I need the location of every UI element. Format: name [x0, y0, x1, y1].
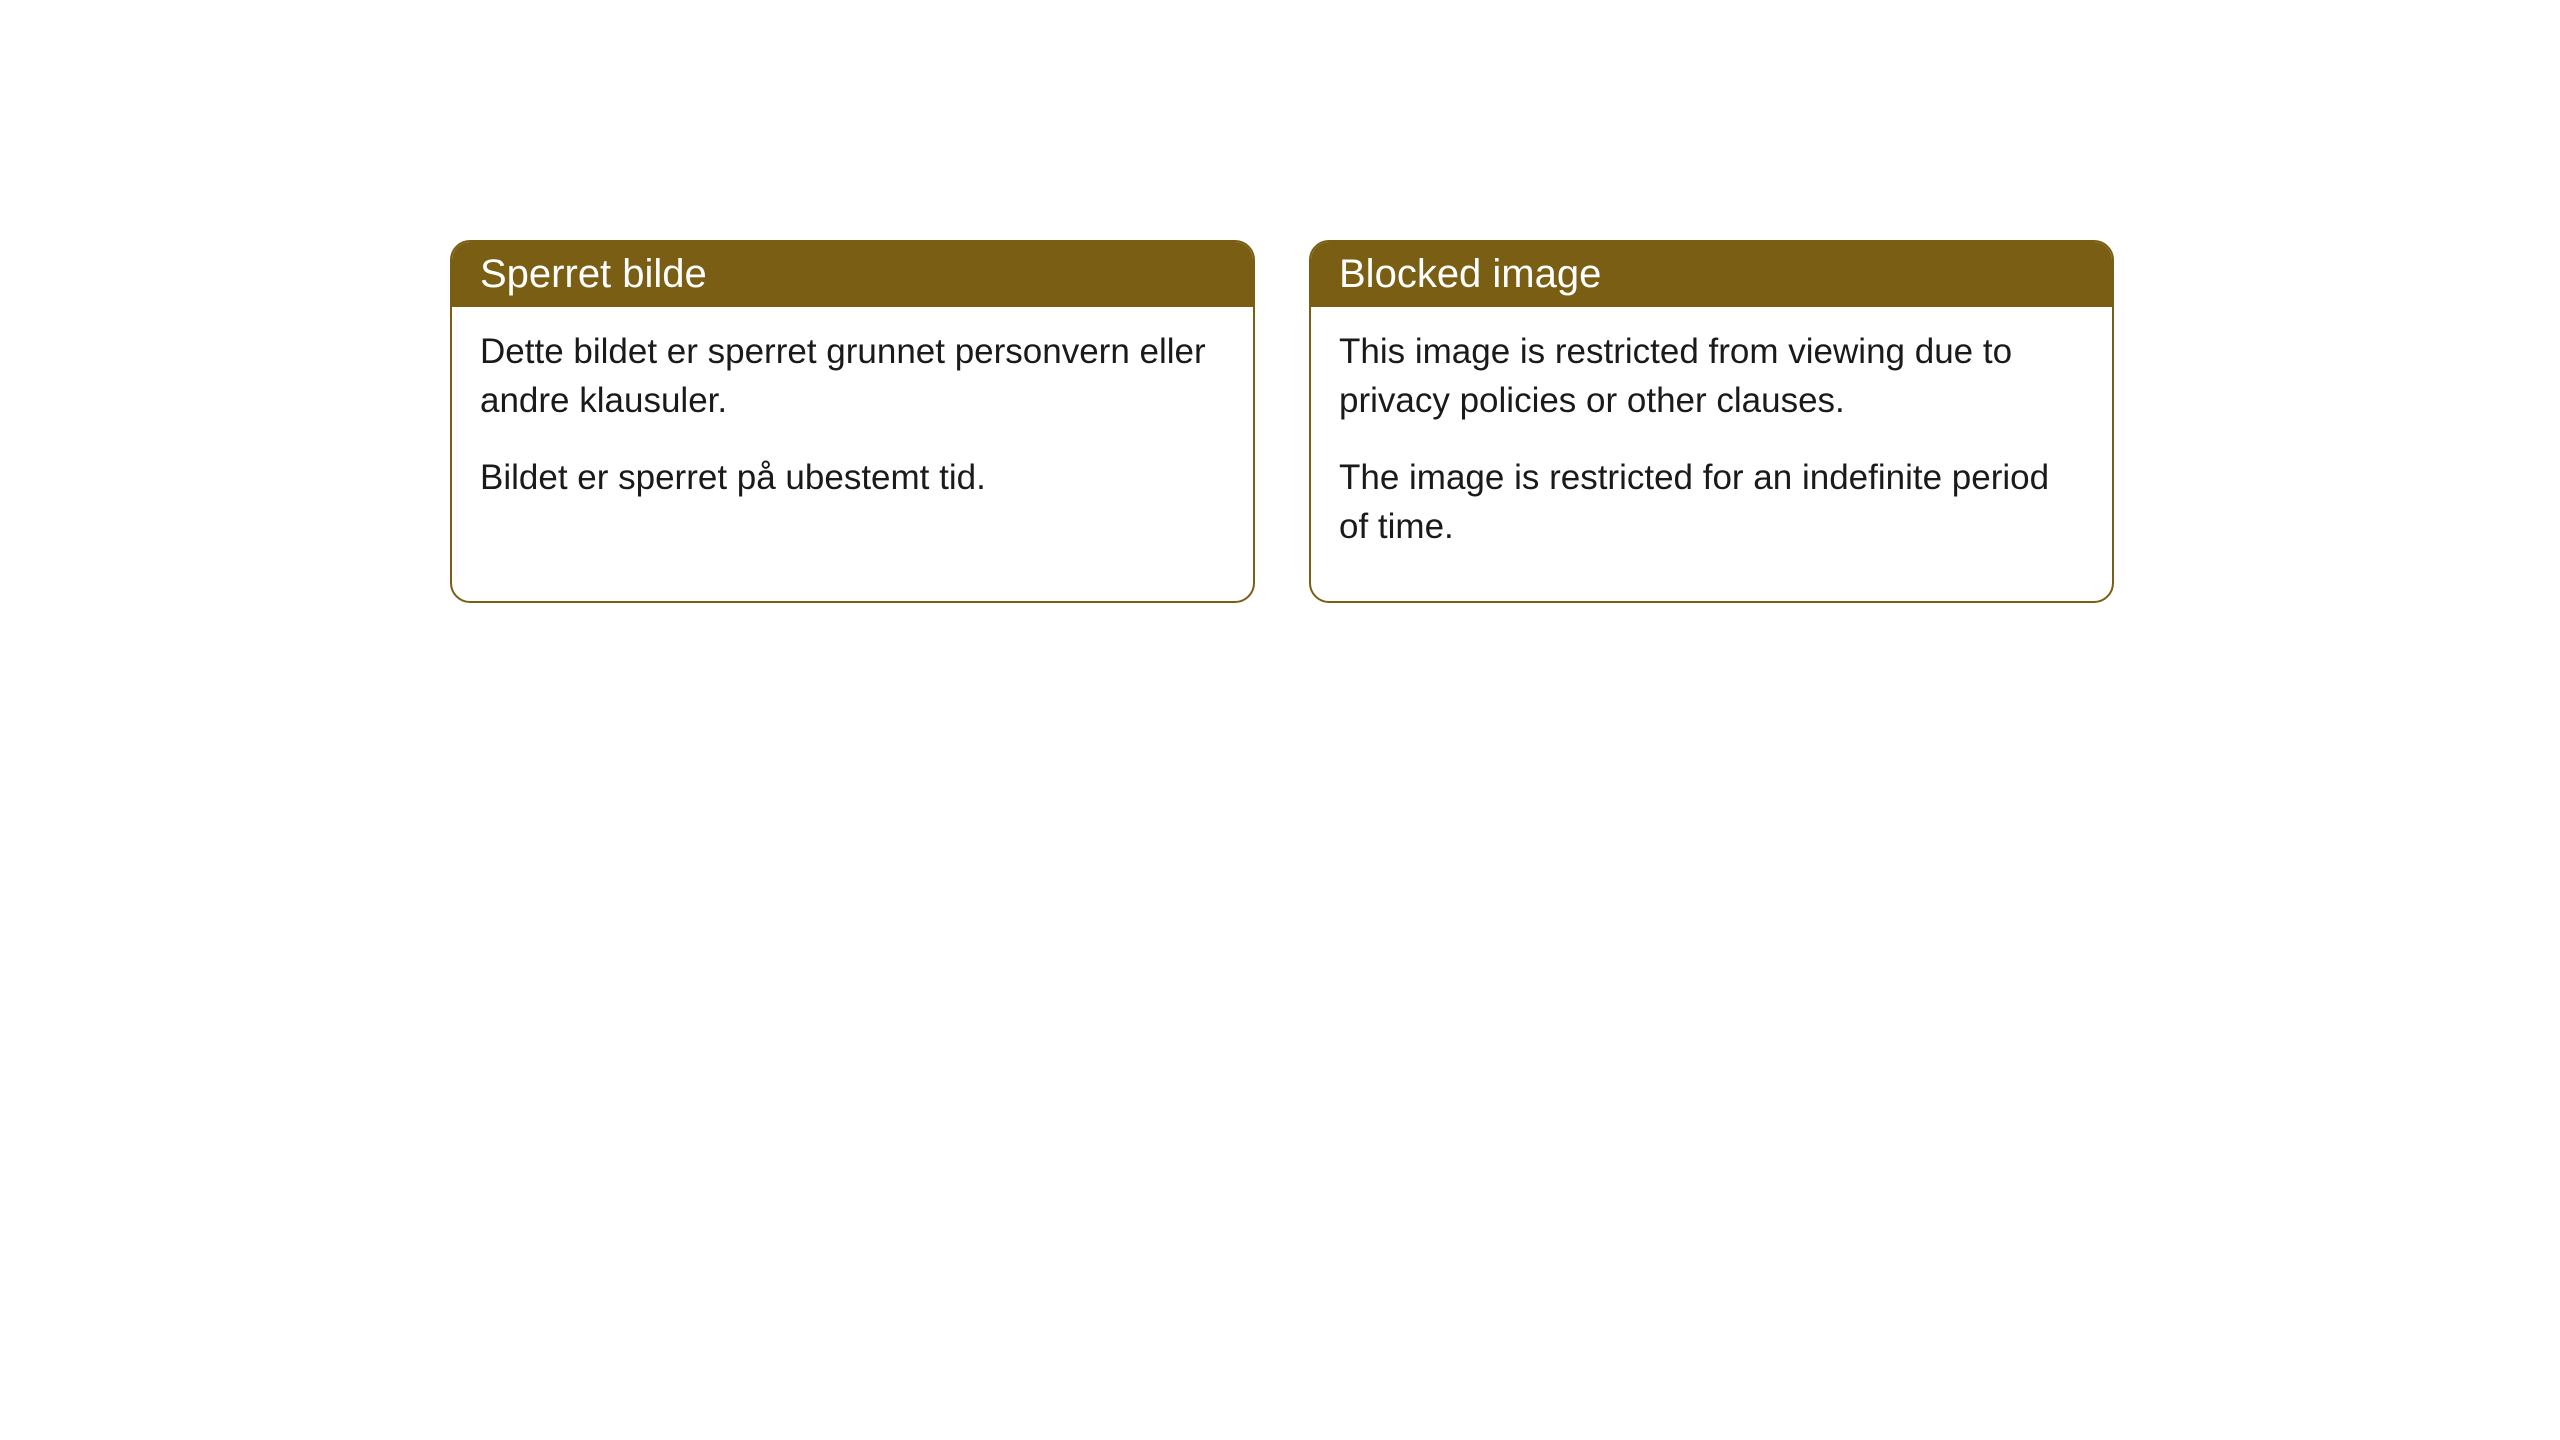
- notice-card-norwegian: Sperret bilde Dette bildet er sperret gr…: [450, 240, 1255, 603]
- notice-card-english: Blocked image This image is restricted f…: [1309, 240, 2114, 603]
- card-title-english: Blocked image: [1339, 252, 1601, 296]
- card-title-norwegian: Sperret bilde: [480, 252, 707, 296]
- card-body-english: This image is restricted from viewing du…: [1311, 307, 2112, 601]
- card-paragraph-norwegian-2: Bildet er sperret på ubestemt tid.: [480, 453, 1225, 502]
- card-paragraph-english-2: The image is restricted for an indefinit…: [1339, 453, 2084, 551]
- card-paragraph-english-1: This image is restricted from viewing du…: [1339, 327, 2084, 425]
- card-body-norwegian: Dette bildet er sperret grunnet personve…: [452, 307, 1253, 552]
- card-paragraph-norwegian-1: Dette bildet er sperret grunnet personve…: [480, 327, 1225, 425]
- notice-cards-container: Sperret bilde Dette bildet er sperret gr…: [450, 240, 2114, 603]
- card-header-english: Blocked image: [1311, 242, 2112, 307]
- card-header-norwegian: Sperret bilde: [452, 242, 1253, 307]
